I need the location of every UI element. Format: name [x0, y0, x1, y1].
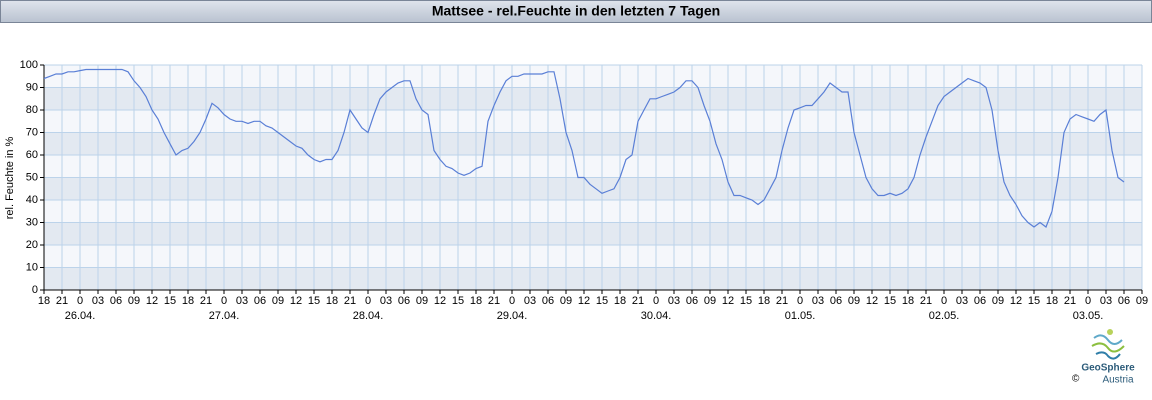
x-tick-label: 09: [848, 295, 860, 307]
y-tick-label: 80: [26, 104, 38, 116]
x-tick-label: 03: [236, 295, 248, 307]
x-tick-label: 06: [398, 295, 410, 307]
date-label: 02.05.: [929, 310, 960, 322]
y-tick-label: 90: [26, 81, 38, 93]
y-tick-label: 40: [26, 194, 38, 206]
x-tick-label: 06: [110, 295, 122, 307]
x-tick-label: 0: [941, 295, 947, 307]
x-tick-label: 18: [1046, 295, 1058, 307]
x-tick-label: 09: [128, 295, 140, 307]
x-tick-label: 12: [290, 295, 302, 307]
y-tick-label: 100: [20, 59, 38, 71]
x-tick-label: 09: [704, 295, 716, 307]
x-tick-label: 15: [1028, 295, 1040, 307]
x-tick-label: 09: [992, 295, 1004, 307]
x-tick-label: 21: [632, 295, 644, 307]
y-tick-label: 30: [26, 216, 38, 228]
x-tick-label: 21: [56, 295, 68, 307]
x-tick-label: 15: [452, 295, 464, 307]
x-tick-label: 12: [146, 295, 158, 307]
grid-band: [44, 267, 1142, 290]
x-tick-label: 18: [38, 295, 50, 307]
date-label: 27.04.: [209, 310, 240, 322]
date-label: 30.04.: [641, 310, 672, 322]
x-tick-label: 03: [380, 295, 392, 307]
x-tick-label: 0: [797, 295, 803, 307]
x-tick-label: 18: [326, 295, 338, 307]
grid-band: [44, 177, 1142, 200]
y-tick-label: 10: [26, 261, 38, 273]
x-tick-label: 0: [77, 295, 83, 307]
x-tick-label: 0: [365, 295, 371, 307]
grid-band: [44, 222, 1142, 245]
data-line: [43, 68, 1125, 228]
x-tick-label: 09: [560, 295, 572, 307]
x-tick-label: 12: [722, 295, 734, 307]
x-tick-label: 21: [1064, 295, 1076, 307]
x-tick-label: 21: [776, 295, 788, 307]
grid-band: [44, 87, 1142, 110]
x-tick-label: 18: [470, 295, 482, 307]
x-tick-label: 21: [920, 295, 932, 307]
x-tick-label: 12: [434, 295, 446, 307]
x-tick-label: 18: [902, 295, 914, 307]
x-tick-label: 15: [308, 295, 320, 307]
y-tick-label: 50: [26, 171, 38, 183]
x-tick-label: 06: [542, 295, 554, 307]
y-tick-label: 0: [32, 284, 38, 296]
x-tick-label: 03: [812, 295, 824, 307]
logo-sub: Austria: [1102, 375, 1134, 386]
x-tick-label: 21: [488, 295, 500, 307]
date-label: 29.04.: [497, 310, 528, 322]
x-tick-label: 03: [524, 295, 536, 307]
x-tick-label: 0: [509, 295, 515, 307]
x-tick-label: 06: [1118, 295, 1130, 307]
x-tick-label: 06: [974, 295, 986, 307]
x-tick-label: 15: [884, 295, 896, 307]
y-tick-label: 70: [26, 126, 38, 138]
x-tick-label: 21: [200, 295, 212, 307]
x-tick-label: 09: [416, 295, 428, 307]
grid-band: [44, 132, 1142, 155]
x-tick-label: 18: [758, 295, 770, 307]
date-label: 01.05.: [785, 310, 816, 322]
x-tick-label: 06: [830, 295, 842, 307]
logo-icon: [1091, 329, 1125, 360]
x-tick-label: 09: [272, 295, 284, 307]
x-tick-label: 03: [668, 295, 680, 307]
x-tick-label: 09: [1136, 295, 1148, 307]
date-label: 26.04.: [65, 310, 96, 322]
y-tick-label: 60: [26, 149, 38, 161]
date-label: 03.05.: [1073, 310, 1104, 322]
x-tick-label: 15: [164, 295, 176, 307]
x-tick-label: 03: [956, 295, 968, 307]
x-tick-label: 0: [221, 295, 227, 307]
x-tick-label: 12: [578, 295, 590, 307]
y-axis-label: rel. Feuchte in %: [4, 137, 16, 220]
x-tick-label: 21: [344, 295, 356, 307]
x-tick-label: 12: [866, 295, 878, 307]
x-tick-label: 15: [740, 295, 752, 307]
copyright: ©: [1072, 374, 1080, 385]
date-label: 28.04.: [353, 310, 384, 322]
y-tick-label: 20: [26, 239, 38, 251]
x-tick-label: 0: [653, 295, 659, 307]
x-tick-label: 06: [254, 295, 266, 307]
logo-name: GeoSphere: [1081, 363, 1135, 374]
x-tick-label: 12: [1010, 295, 1022, 307]
x-tick-label: 03: [92, 295, 104, 307]
chart-title: Mattsee - rel.Feuchte in den letzten 7 T…: [432, 3, 720, 19]
x-tick-label: 18: [614, 295, 626, 307]
x-tick-label: 18: [182, 295, 194, 307]
x-tick-label: 03: [1100, 295, 1112, 307]
x-tick-label: 0: [1085, 295, 1091, 307]
x-tick-label: 15: [596, 295, 608, 307]
x-tick-label: 06: [686, 295, 698, 307]
